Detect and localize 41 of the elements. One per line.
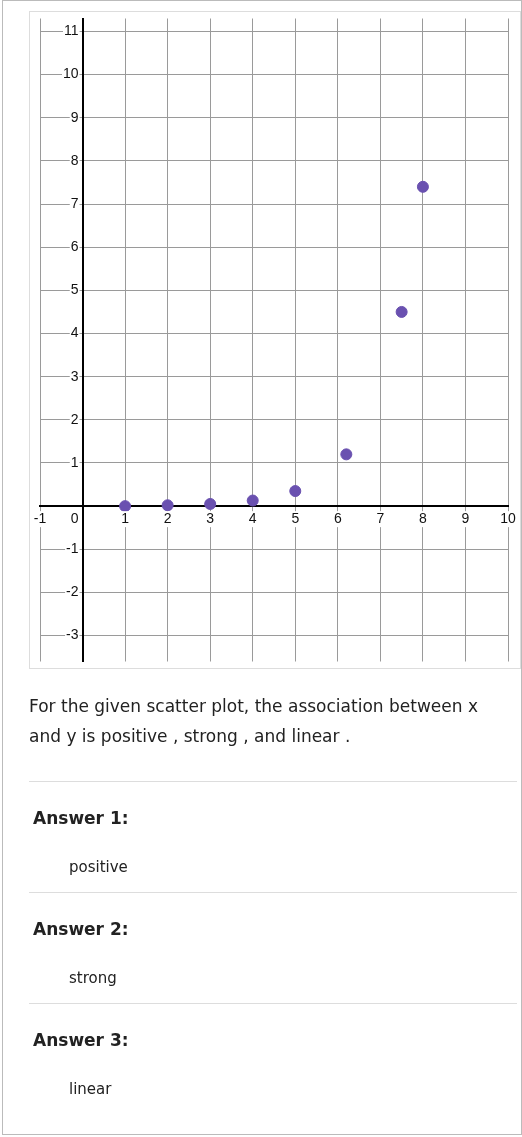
y-tick-label: 5 (70, 281, 79, 298)
y-tick-label: 2 (70, 410, 79, 427)
text: positive (69, 858, 129, 876)
text: strong (69, 969, 118, 987)
y-tick-label: 11 (64, 22, 79, 39)
x-tick-label: 9 (461, 510, 470, 526)
point (289, 485, 302, 498)
x-tick-label: 0 (70, 510, 79, 526)
point (340, 448, 353, 461)
y-tick-label: 3 (70, 367, 79, 384)
x-tick-label: -1 (33, 510, 47, 526)
text: Answer 3: (33, 1030, 130, 1050)
text: Answer 2: (33, 919, 130, 939)
x-tick-label: 6 (333, 510, 342, 526)
y-tick-label: 4 (70, 324, 79, 341)
y-tick-label: -2 (66, 583, 79, 600)
point (161, 499, 174, 512)
point (395, 305, 408, 318)
y-tick-label: 6 (70, 238, 79, 255)
x-tick-label: 2 (163, 510, 172, 526)
y-tick-label: -3 (66, 626, 79, 643)
text: linear (69, 1080, 113, 1098)
text: Answer 1: (33, 808, 130, 828)
x-tick-label: 7 (376, 510, 385, 526)
text: For the given scatter plot, the association between x and y is positive , strong , and linear . (29, 695, 479, 748)
point (204, 497, 217, 510)
point (416, 180, 429, 193)
point (119, 500, 132, 513)
y-tick-label: 7 (70, 194, 79, 211)
x-tick-label: 4 (248, 510, 257, 526)
x-tick-label: 5 (291, 510, 300, 526)
y-tick-label: 10 (62, 65, 79, 82)
point (246, 494, 259, 507)
x-tick-label: 1 (121, 510, 130, 526)
y-tick-label: -1 (66, 540, 79, 557)
y-tick-label: 8 (70, 151, 79, 168)
x-tick-label: 8 (419, 510, 428, 526)
y-tick-label: 9 (70, 108, 79, 125)
y-tick-label: 1 (70, 453, 79, 470)
x-tick-label: 3 (206, 510, 215, 526)
x-tick-label: 10 (500, 510, 516, 526)
